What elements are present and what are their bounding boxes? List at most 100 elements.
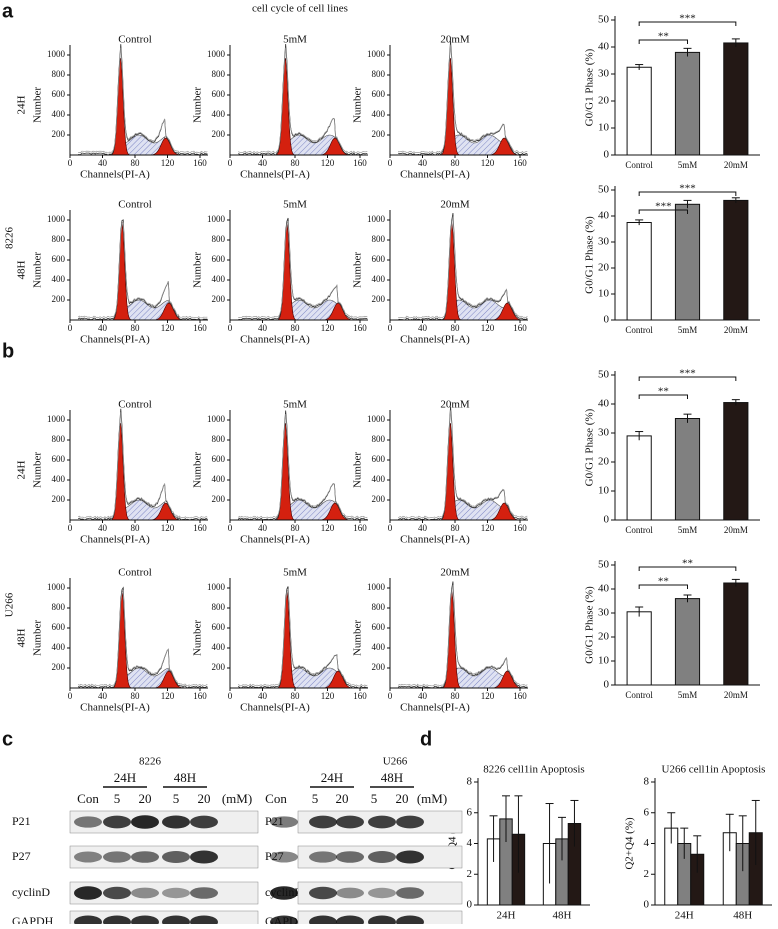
blot-band [131, 851, 159, 863]
blot-band [270, 886, 298, 899]
x-tick-label: 160 [353, 323, 367, 333]
x-tick-label: 40 [418, 523, 428, 533]
y-tick-label: 400 [212, 474, 226, 484]
y-tick-label: 800 [212, 234, 226, 244]
y-tick-label: 30 [598, 427, 610, 439]
y-tick-label: 600 [212, 89, 226, 99]
y-tick-label: 800 [52, 602, 66, 612]
x-tick-label: 5mM [678, 525, 698, 535]
x-tick-label: 5mM [678, 325, 698, 335]
protein-label: cyclinD [12, 885, 50, 899]
y-tick-label: 1000 [207, 49, 226, 59]
blot-band [336, 851, 364, 863]
y-tick-label: 600 [52, 622, 66, 632]
x-tick-label: 40 [98, 523, 108, 533]
blot-band [74, 886, 102, 899]
bar [724, 583, 748, 685]
y-axis-label: G0/G1 Phase (%) [584, 586, 596, 664]
y-tick-label: 1000 [207, 414, 226, 424]
x-tick-label: 40 [258, 158, 268, 168]
x-tick-label: 40 [418, 691, 428, 701]
bar [724, 43, 748, 155]
y-tick-label: 40 [598, 210, 610, 222]
y-axis-label: Number [352, 452, 364, 488]
significance-label: ** [682, 558, 693, 570]
x-tick-label: 20mM [724, 160, 748, 170]
y-axis-label: Number [192, 252, 204, 288]
protein-label: GAPDH [12, 914, 54, 924]
x-tick-label: 80 [291, 691, 301, 701]
bar [675, 419, 699, 521]
y-tick-label: 400 [372, 274, 386, 284]
time-label: 24H [16, 460, 28, 479]
y-tick-label: 800 [372, 602, 386, 612]
x-axis-label: Channels(PI-A) [240, 702, 310, 714]
y-tick-label: 800 [372, 69, 386, 79]
y-tick-label: 200 [52, 662, 66, 672]
y-tick-label: 800 [52, 434, 66, 444]
y-tick-label: 20 [598, 631, 610, 643]
x-tick-label: 80 [291, 323, 301, 333]
y-tick-label: 4 [467, 837, 473, 849]
x-tick-label: 0 [388, 158, 393, 168]
y-tick-label: 10 [598, 655, 610, 667]
blot-band [190, 887, 218, 899]
blot-band [336, 816, 364, 829]
y-tick-label: 30 [598, 236, 610, 248]
x-tick-label: 0 [388, 323, 393, 333]
x-tick-label: 20mM [724, 325, 748, 335]
lane-label: 20 [396, 791, 409, 806]
x-axis-label: Channels(PI-A) [400, 534, 470, 546]
condition-title: 20mM [440, 199, 470, 211]
y-tick-label: 1000 [207, 214, 226, 224]
time-label: 48H [381, 770, 403, 785]
x-tick-label: 160 [353, 691, 367, 701]
y-tick-label: 400 [52, 274, 66, 284]
x-tick-label: 80 [131, 691, 141, 701]
cell-line-label: U266 [4, 592, 16, 617]
x-axis-label: Channels(PI-A) [80, 334, 150, 346]
y-tick-label: 200 [212, 494, 226, 504]
x-tick-label: 40 [258, 523, 268, 533]
blot-band [103, 851, 131, 862]
time-label: 48H [16, 628, 28, 647]
y-tick-label: 800 [212, 434, 226, 444]
x-tick-label: 120 [161, 323, 175, 333]
significance-label: ** [658, 386, 669, 398]
y-tick-label: 6 [644, 806, 650, 818]
time-label: 24H [114, 770, 136, 785]
lane-label: 5 [114, 791, 121, 806]
y-tick-label: 400 [52, 474, 66, 484]
x-tick-label: 80 [451, 158, 461, 168]
y-tick-label: 40 [598, 398, 610, 410]
y-tick-label: 400 [52, 642, 66, 652]
blot-band [396, 887, 424, 899]
panel-letter: a [2, 0, 14, 22]
chart-title: 8226 cell1in Apoptosis [483, 764, 584, 776]
bar [675, 52, 699, 155]
x-tick-label: 120 [161, 523, 175, 533]
y-tick-label: 1000 [47, 414, 66, 424]
y-tick-label: 10 [598, 288, 610, 300]
x-tick-label: 80 [451, 323, 461, 333]
x-tick-label: Control [625, 160, 653, 170]
x-axis-label: Channels(PI-A) [80, 169, 150, 181]
x-tick-label: 40 [98, 691, 108, 701]
unit-label: (mM) [222, 791, 252, 806]
figure-title: cell cycle of cell lines [252, 3, 348, 15]
y-tick-label: 800 [52, 69, 66, 79]
condition-title: Control [118, 34, 152, 46]
lane-label: 5 [371, 791, 378, 806]
y-tick-label: 1000 [367, 414, 386, 424]
bar [627, 436, 651, 520]
significance-label: ** [658, 576, 669, 588]
x-tick-label: 40 [258, 691, 268, 701]
y-tick-label: 400 [212, 642, 226, 652]
y-tick-label: 200 [212, 662, 226, 672]
x-tick-label: 160 [353, 158, 367, 168]
panel-letter: d [420, 728, 432, 750]
x-tick-label: 120 [321, 158, 335, 168]
x-axis-label: Channels(PI-A) [240, 534, 310, 546]
cell-line-label: 8226 [4, 227, 16, 250]
